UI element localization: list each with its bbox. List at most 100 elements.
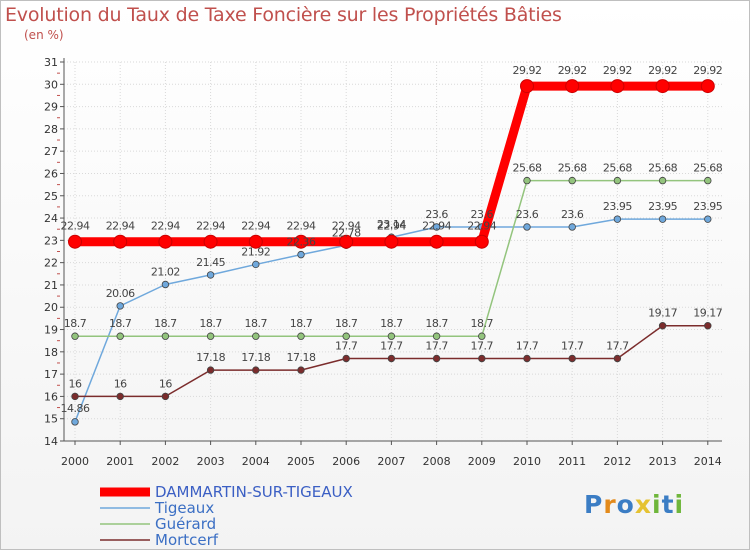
data-label: 29.92 — [693, 64, 722, 77]
y-tick-label: 31 — [44, 56, 58, 69]
data-point — [71, 418, 79, 426]
data-point — [387, 332, 396, 340]
y-tick-label: 15 — [44, 413, 58, 426]
data-point — [252, 332, 260, 340]
data-label: 18.7 — [199, 317, 222, 330]
legend-label: Mortcerf — [155, 531, 219, 549]
data-label: 22.36 — [287, 236, 316, 249]
data-point — [206, 271, 215, 279]
data-label: 18.7 — [335, 317, 358, 330]
x-tick-label: 2009 — [468, 455, 496, 468]
data-label: 25.68 — [693, 162, 722, 175]
data-label: 16 — [114, 377, 127, 390]
data-label: 21.92 — [241, 245, 270, 258]
data-label: 23.6 — [561, 208, 584, 221]
data-point — [568, 354, 576, 363]
data-point — [252, 260, 260, 269]
data-point — [704, 176, 712, 185]
data-label: 29.92 — [513, 64, 542, 77]
data-label: 23.6 — [471, 208, 494, 221]
data-point — [384, 234, 399, 249]
data-point — [297, 250, 305, 259]
chart-title: Evolution du Taux de Taxe Foncière sur l… — [5, 4, 562, 26]
data-label: 23.95 — [603, 200, 632, 213]
data-label: 17.18 — [287, 351, 316, 364]
data-label: 22.94 — [241, 220, 270, 233]
data-label: 18.7 — [380, 317, 403, 330]
data-point — [203, 234, 218, 249]
data-point — [613, 354, 622, 363]
data-point — [613, 176, 622, 185]
data-label: 23.6 — [425, 208, 448, 221]
y-tick-label: 22 — [44, 257, 58, 270]
data-label: 17.7 — [380, 340, 403, 353]
data-label: 18.7 — [245, 317, 268, 330]
y-tick-label: 14 — [44, 435, 58, 448]
logo-letter: o — [616, 490, 635, 519]
data-point — [113, 234, 128, 249]
x-tick-label: 2004 — [242, 455, 270, 468]
x-tick-label: 2010 — [513, 455, 541, 468]
logo-letter: i — [652, 490, 662, 519]
legend-label: DAMMARTIN-SUR-TIGEAUX — [155, 483, 353, 501]
data-label: 18.7 — [425, 317, 448, 330]
y-tick-label: 28 — [44, 123, 58, 136]
y-tick-label: 23 — [44, 234, 58, 247]
y-tick-label: 21 — [44, 279, 58, 292]
data-label: 22.94 — [287, 220, 316, 233]
data-label: 21.02 — [151, 265, 180, 278]
data-label: 23.95 — [693, 200, 722, 213]
y-tick-label: 27 — [44, 145, 58, 158]
data-label: 18.7 — [154, 317, 177, 330]
data-label: 22.94 — [332, 220, 361, 233]
logo-letter: r — [603, 490, 617, 519]
legend-label: Tigeaux — [154, 499, 214, 517]
data-point — [161, 332, 170, 340]
data-point — [568, 223, 576, 231]
data-label: 18.7 — [471, 317, 494, 330]
y-axis-unit: (en %) — [24, 28, 64, 42]
data-label: 17.7 — [516, 340, 539, 353]
data-label: 17.18 — [241, 351, 270, 364]
data-point — [610, 79, 625, 94]
logo-letter: P — [584, 490, 604, 519]
x-tick-label: 2013 — [649, 455, 677, 468]
data-point — [294, 234, 308, 249]
x-tick-label: 2003 — [197, 455, 225, 468]
data-label: 17.7 — [335, 340, 358, 353]
data-label: 17.7 — [561, 340, 584, 353]
data-point — [523, 223, 531, 231]
data-point — [429, 234, 444, 249]
data-point — [206, 332, 215, 340]
data-point — [206, 366, 215, 374]
data-label: 21.45 — [196, 256, 225, 269]
data-point — [704, 215, 712, 223]
data-label: 22.94 — [106, 220, 135, 233]
data-point — [71, 332, 79, 340]
data-label: 25.68 — [558, 162, 587, 175]
data-point — [116, 332, 124, 340]
data-point — [568, 176, 576, 185]
data-point — [432, 223, 441, 231]
x-tick-label: 2011 — [558, 455, 586, 468]
data-point — [116, 392, 124, 401]
data-point — [432, 332, 441, 340]
y-tick-label: 24 — [44, 212, 58, 225]
y-tick-label: 18 — [44, 346, 58, 359]
data-label: 22.94 — [196, 220, 225, 233]
y-tick-label: 26 — [44, 167, 58, 180]
data-label: 29.92 — [603, 64, 632, 77]
data-label: 23.95 — [648, 200, 677, 213]
x-tick-label: 2005 — [287, 455, 315, 468]
data-point — [339, 234, 354, 249]
x-tick-label: 2007 — [377, 455, 405, 468]
data-point — [387, 354, 396, 363]
data-point — [432, 354, 441, 363]
x-tick-label: 2002 — [151, 455, 179, 468]
data-point — [248, 234, 263, 249]
x-tick-label: 2000 — [61, 455, 89, 468]
data-label: 18.7 — [290, 317, 313, 330]
data-point — [520, 79, 534, 94]
data-point — [161, 280, 170, 289]
data-label: 16 — [69, 377, 82, 390]
